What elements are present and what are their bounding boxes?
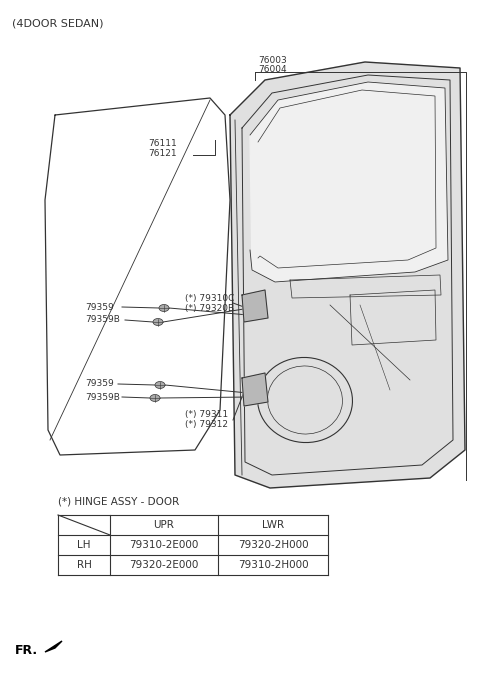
Text: 76121: 76121 [148, 149, 177, 158]
Text: (4DOOR SEDAN): (4DOOR SEDAN) [12, 18, 104, 28]
Text: UPR: UPR [154, 520, 174, 530]
Polygon shape [45, 641, 62, 652]
Text: (*) 79311: (*) 79311 [185, 411, 228, 419]
Polygon shape [242, 290, 268, 322]
Text: LWR: LWR [262, 520, 284, 530]
Text: 79359: 79359 [85, 302, 114, 311]
Ellipse shape [159, 304, 169, 311]
Text: FR.: FR. [15, 644, 38, 656]
Text: 76111: 76111 [148, 139, 177, 148]
Polygon shape [242, 373, 268, 406]
Text: LH: LH [77, 540, 91, 550]
Text: 79320-2H000: 79320-2H000 [238, 540, 308, 550]
Text: (*) 79310C: (*) 79310C [185, 294, 234, 302]
Ellipse shape [153, 319, 163, 326]
Text: 79310-2E000: 79310-2E000 [129, 540, 199, 550]
Text: (*) 79320B: (*) 79320B [185, 304, 234, 313]
Text: (*) HINGE ASSY - DOOR: (*) HINGE ASSY - DOOR [58, 497, 179, 507]
Text: (*) 79312: (*) 79312 [185, 420, 228, 430]
Polygon shape [250, 82, 448, 282]
Text: 76004: 76004 [258, 65, 287, 74]
Text: 79359B: 79359B [85, 315, 120, 325]
Text: RH: RH [77, 560, 91, 570]
Text: 79359B: 79359B [85, 392, 120, 402]
Text: 79320-2E000: 79320-2E000 [129, 560, 199, 570]
Text: 79359: 79359 [85, 379, 114, 388]
Polygon shape [230, 62, 465, 488]
Text: 79310-2H000: 79310-2H000 [238, 560, 308, 570]
Text: 76003: 76003 [258, 56, 287, 65]
Ellipse shape [155, 381, 165, 388]
Ellipse shape [150, 394, 160, 402]
